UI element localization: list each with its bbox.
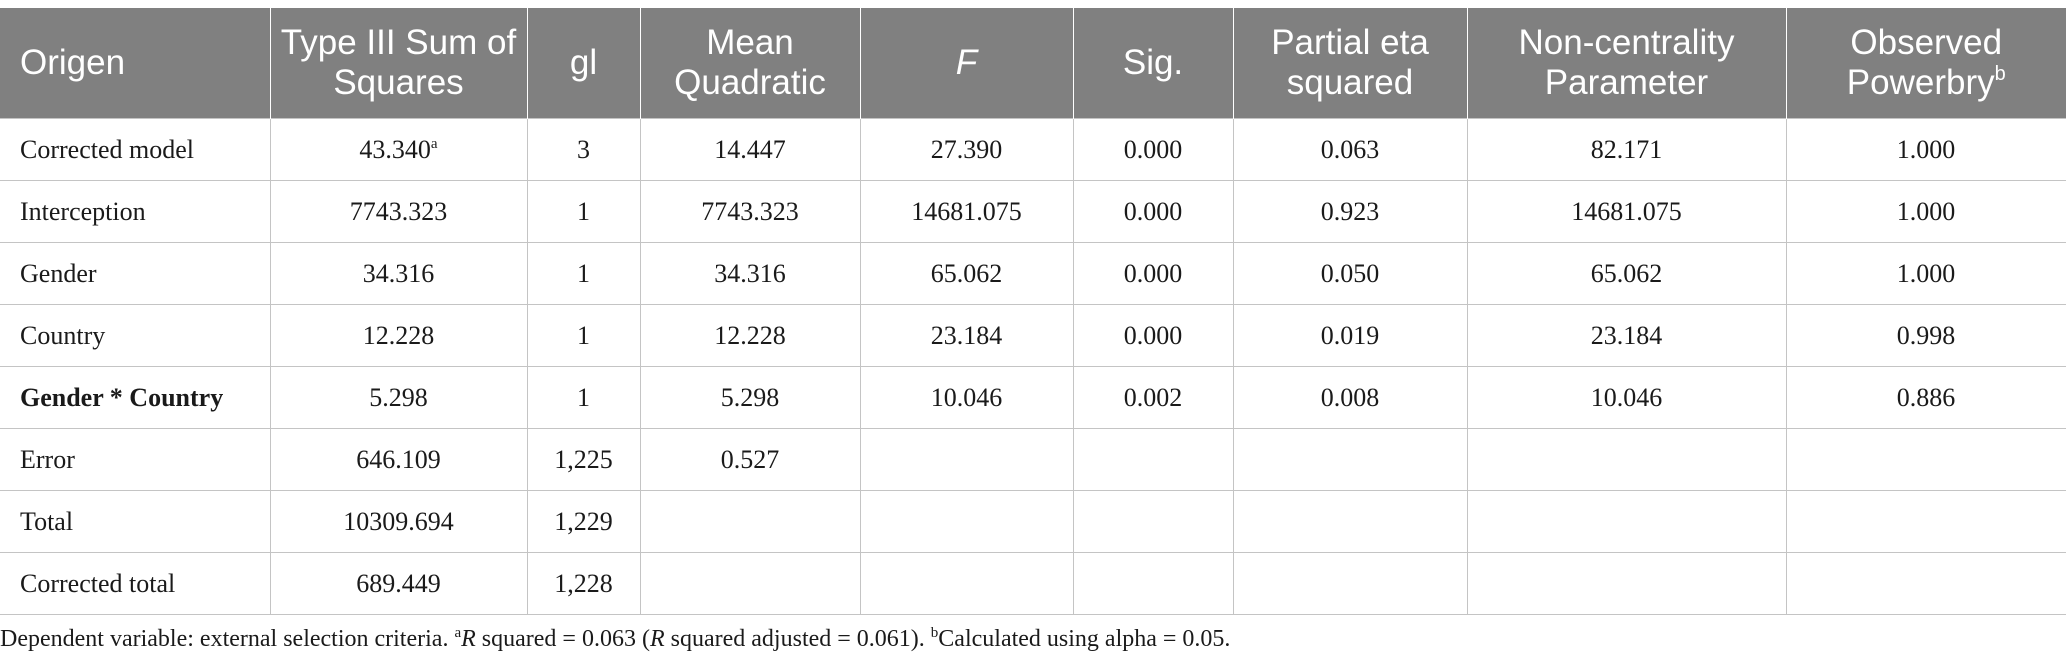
cell-sig: 0.002 bbox=[1072, 366, 1234, 429]
header-mean-quadratic: Mean Quadratic bbox=[639, 8, 860, 119]
cell-origen: Corrected total bbox=[0, 552, 271, 615]
header-row: Origen Type III Sum of Squares gl Mean Q… bbox=[0, 8, 2066, 119]
cell-observed-power: 0.886 bbox=[1785, 366, 2066, 429]
cell-non-centrality: 14681.075 bbox=[1466, 180, 1787, 243]
cell-gl: 1 bbox=[526, 366, 641, 429]
header-partial-eta-squared: Partial eta squared bbox=[1232, 8, 1467, 119]
cell-gl: 1 bbox=[526, 180, 641, 243]
cell-origen: Corrected model bbox=[0, 118, 271, 181]
cell-partial-eta bbox=[1232, 428, 1468, 491]
cell-mean-quadratic: 5.298 bbox=[639, 366, 861, 429]
cell-sum-of-squares: 43.340a bbox=[269, 118, 528, 181]
cell-sum-of-squares: 12.228 bbox=[269, 304, 528, 367]
cell-mean-quadratic: 34.316 bbox=[639, 242, 861, 305]
cell-sum-of-squares: 5.298 bbox=[269, 366, 528, 429]
cell-observed-power bbox=[1785, 490, 2066, 553]
cell-non-centrality: 82.171 bbox=[1466, 118, 1787, 181]
cell-mean-quadratic: 12.228 bbox=[639, 304, 861, 367]
cell-non-centrality: 23.184 bbox=[1466, 304, 1787, 367]
cell-non-centrality bbox=[1466, 428, 1787, 491]
cell-sig bbox=[1072, 428, 1234, 491]
cell-f: 14681.075 bbox=[859, 180, 1074, 243]
cell-sig: 0.000 bbox=[1072, 242, 1234, 305]
cell-f: 27.390 bbox=[859, 118, 1074, 181]
cell-sum-of-squares: 34.316 bbox=[269, 242, 528, 305]
cell-sig bbox=[1072, 490, 1234, 553]
cell-partial-eta bbox=[1232, 490, 1468, 553]
cell-observed-power bbox=[1785, 552, 2066, 615]
cell-partial-eta: 0.008 bbox=[1232, 366, 1468, 429]
anova-table-container: Origen Type III Sum of Squares gl Mean Q… bbox=[0, 8, 2066, 615]
cell-origen: Error bbox=[0, 428, 271, 491]
cell-sig: 0.000 bbox=[1072, 118, 1234, 181]
cell-mean-quadratic: 14.447 bbox=[639, 118, 861, 181]
cell-sum-of-squares: 10309.694 bbox=[269, 490, 528, 553]
table-row: Interception 7743.323 1 7743.323 14681.0… bbox=[0, 180, 2066, 243]
cell-f bbox=[859, 490, 1074, 553]
cell-non-centrality: 65.062 bbox=[1466, 242, 1787, 305]
table-row: Corrected model 43.340a 3 14.447 27.390 … bbox=[0, 118, 2066, 181]
cell-partial-eta: 0.019 bbox=[1232, 304, 1468, 367]
header-type-iii-sum-of-squares: Type III Sum of Squares bbox=[269, 8, 527, 119]
cell-sum-of-squares: 7743.323 bbox=[269, 180, 528, 243]
header-non-centrality-parameter: Non-centrality Parameter bbox=[1466, 8, 1786, 119]
table-row: Gender 34.316 1 34.316 65.062 0.000 0.05… bbox=[0, 242, 2066, 305]
header-gl: gl bbox=[526, 8, 640, 119]
cell-origen: Gender * Country bbox=[0, 366, 271, 429]
table-row: Gender * Country 5.298 1 5.298 10.046 0.… bbox=[0, 366, 2066, 429]
cell-gl: 1 bbox=[526, 242, 641, 305]
cell-mean-quadratic bbox=[639, 552, 861, 615]
cell-partial-eta bbox=[1232, 552, 1468, 615]
cell-origen: Interception bbox=[0, 180, 271, 243]
cell-origen: Total bbox=[0, 490, 271, 553]
cell-partial-eta: 0.050 bbox=[1232, 242, 1468, 305]
table-footnote: Dependent variable: external selection c… bbox=[0, 625, 1231, 653]
cell-gl: 1,225 bbox=[526, 428, 641, 491]
header-f: F bbox=[859, 8, 1073, 119]
table-row: Total 10309.694 1,229 bbox=[0, 490, 2066, 553]
cell-partial-eta: 0.063 bbox=[1232, 118, 1468, 181]
cell-gl: 3 bbox=[526, 118, 641, 181]
cell-non-centrality: 10.046 bbox=[1466, 366, 1787, 429]
cell-observed-power: 1.000 bbox=[1785, 242, 2066, 305]
table-row: Country 12.228 1 12.228 23.184 0.000 0.0… bbox=[0, 304, 2066, 367]
cell-mean-quadratic: 7743.323 bbox=[639, 180, 861, 243]
cell-observed-power: 1.000 bbox=[1785, 180, 2066, 243]
cell-gl: 1,228 bbox=[526, 552, 641, 615]
cell-sig bbox=[1072, 552, 1234, 615]
table-row: Error 646.109 1,225 0.527 bbox=[0, 428, 2066, 491]
cell-origen: Gender bbox=[0, 242, 271, 305]
header-observed-power: Observed Powerbryb bbox=[1785, 8, 2066, 119]
cell-mean-quadratic bbox=[639, 490, 861, 553]
cell-observed-power: 1.000 bbox=[1785, 118, 2066, 181]
anova-table: Origen Type III Sum of Squares gl Mean Q… bbox=[0, 8, 2066, 615]
cell-f: 10.046 bbox=[859, 366, 1074, 429]
cell-non-centrality bbox=[1466, 552, 1787, 615]
cell-observed-power: 0.998 bbox=[1785, 304, 2066, 367]
cell-origen: Country bbox=[0, 304, 271, 367]
header-sig: Sig. bbox=[1072, 8, 1233, 119]
cell-f bbox=[859, 428, 1074, 491]
cell-gl: 1 bbox=[526, 304, 641, 367]
cell-gl: 1,229 bbox=[526, 490, 641, 553]
cell-sig: 0.000 bbox=[1072, 180, 1234, 243]
header-origen: Origen bbox=[0, 8, 270, 119]
table-row: Corrected total 689.449 1,228 bbox=[0, 552, 2066, 615]
cell-sum-of-squares: 689.449 bbox=[269, 552, 528, 615]
cell-sig: 0.000 bbox=[1072, 304, 1234, 367]
cell-f: 65.062 bbox=[859, 242, 1074, 305]
cell-non-centrality bbox=[1466, 490, 1787, 553]
cell-mean-quadratic: 0.527 bbox=[639, 428, 861, 491]
cell-f bbox=[859, 552, 1074, 615]
cell-sum-of-squares: 646.109 bbox=[269, 428, 528, 491]
cell-partial-eta: 0.923 bbox=[1232, 180, 1468, 243]
cell-f: 23.184 bbox=[859, 304, 1074, 367]
cell-observed-power bbox=[1785, 428, 2066, 491]
